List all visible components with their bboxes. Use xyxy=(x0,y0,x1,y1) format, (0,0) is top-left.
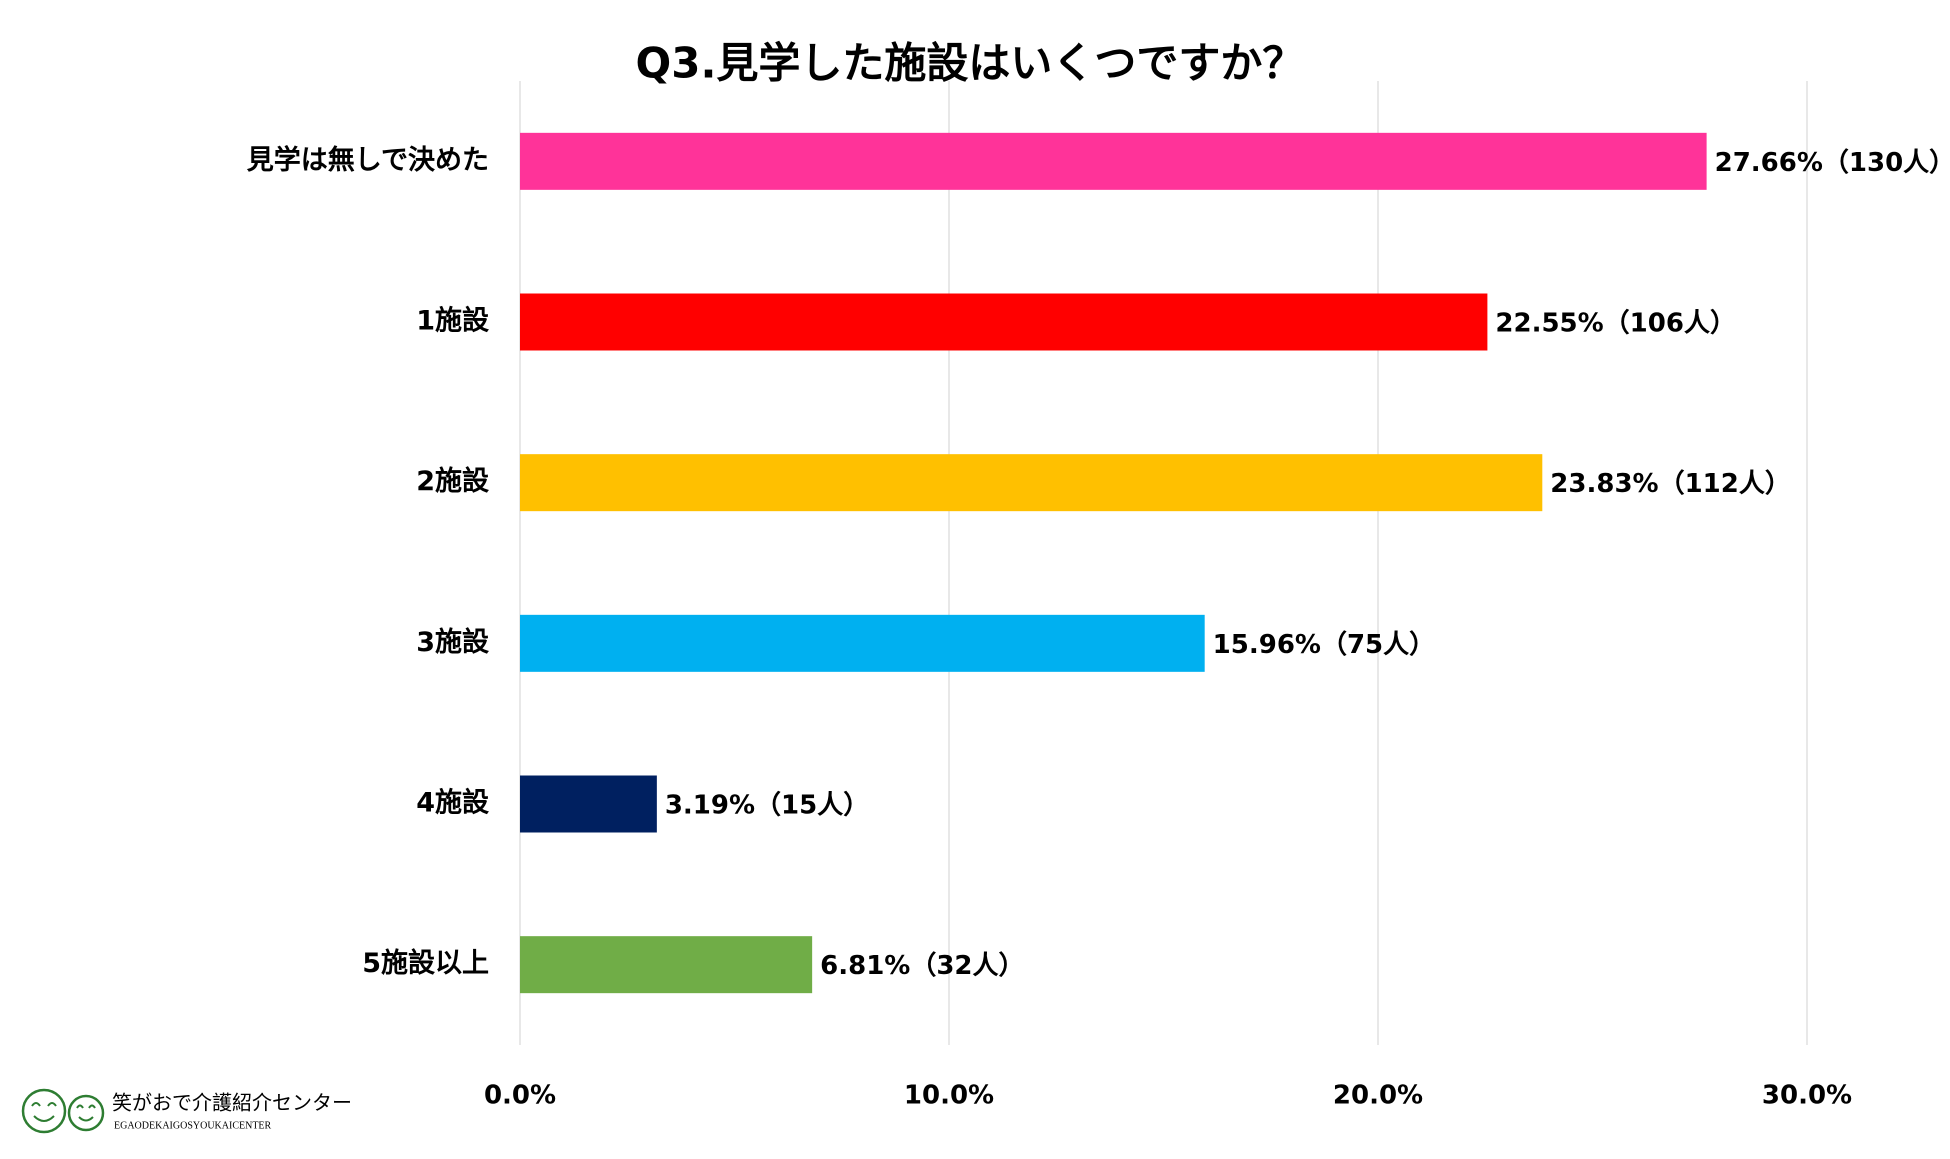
y-tick-label: 見学は無しで決めた xyxy=(247,144,489,176)
bar xyxy=(520,293,1488,351)
y-tick-label: 4施設 xyxy=(416,787,490,819)
x-tick-label: 10.0% xyxy=(904,1081,994,1111)
x-tick-label: 0.0% xyxy=(484,1081,556,1111)
chart-title: Q3.見学した施設はいくつですか？ xyxy=(636,39,1305,88)
bar xyxy=(520,454,1543,512)
bar xyxy=(520,132,1707,190)
data-label: 22.55%（106人） xyxy=(1495,309,1736,339)
data-label: 27.66%（130人） xyxy=(1715,148,1950,178)
y-tick-label: 5施設以上 xyxy=(362,947,489,979)
logo: 笑がおで介護紹介センター EGAODEKAIGOSYOUKAICENTER xyxy=(21,1088,352,1134)
logo-subtitle: EGAODEKAIGOSYOUKAICENTER xyxy=(114,1120,272,1131)
data-label: 15.96%（75人） xyxy=(1213,630,1435,660)
logo-face xyxy=(21,1088,67,1134)
bar xyxy=(520,614,1205,672)
bar xyxy=(520,775,657,833)
data-label: 3.19%（15人） xyxy=(665,791,869,821)
y-tick-label: 2施設 xyxy=(416,465,490,497)
data-label: 6.81%（32人） xyxy=(820,951,1024,981)
logo-smile xyxy=(31,1102,96,1122)
y-tick-label: 3施設 xyxy=(416,626,490,658)
x-tick-label: 30.0% xyxy=(1762,1081,1852,1111)
bar xyxy=(520,936,813,994)
x-tick-label: 20.0% xyxy=(1333,1081,1423,1111)
data-label: 23.83%（112人） xyxy=(1550,469,1791,499)
logo-name: 笑がおで介護紹介センター xyxy=(112,1091,352,1115)
y-tick-label: 1施設 xyxy=(416,305,490,337)
logo-face xyxy=(67,1094,105,1132)
